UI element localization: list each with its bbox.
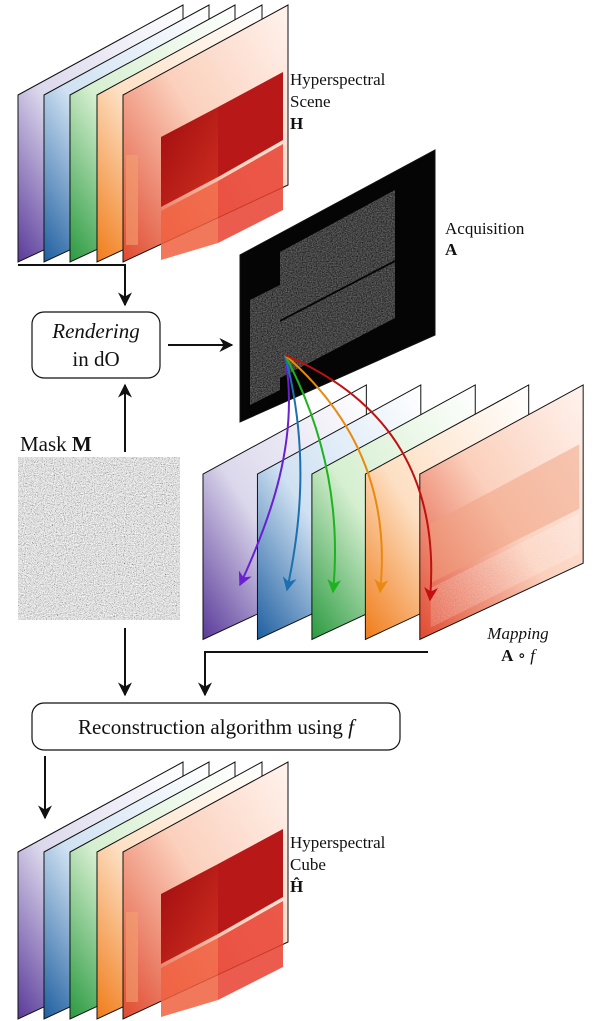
mask-symbol: M [72,432,92,456]
scene-stack [18,5,288,262]
rendering-label: Rendering [51,319,139,343]
cube-symbol: Ĥ [290,877,303,896]
mask-label: Mask M [20,432,92,456]
reconstruction-label: Reconstruction algorithm using f [78,715,357,739]
mapping-formula: A ∘ f [501,646,537,665]
mapping-symbol: A [501,646,514,665]
mask-word: Mask [20,432,67,456]
mapping-operator: ∘ [518,646,526,665]
mapping-label: Mapping [486,624,548,643]
arrow [18,264,132,307]
acquisition-symbol: A [445,240,458,259]
cube-label: Cube [290,855,326,874]
scene-label: Scene [290,92,331,111]
mask-image [18,457,180,620]
reconstruction-function: f [348,715,357,739]
rendering-label: in dO [72,347,119,371]
cube-stack [18,762,288,1019]
reconstruction-box [31,702,401,751]
mapping-function: f [530,646,537,665]
reconstruction-text: Reconstruction algorithm using [78,715,343,739]
acquisition-image [239,149,436,423]
scene-symbol: H [290,114,303,133]
scene-label: Hyperspectral [290,70,386,89]
mapping-stack [202,384,584,640]
arrow [198,651,428,697]
rendering-box [31,311,161,379]
cube-label: Hyperspectral [290,833,386,852]
acquisition-label: Acquisition [445,219,525,238]
